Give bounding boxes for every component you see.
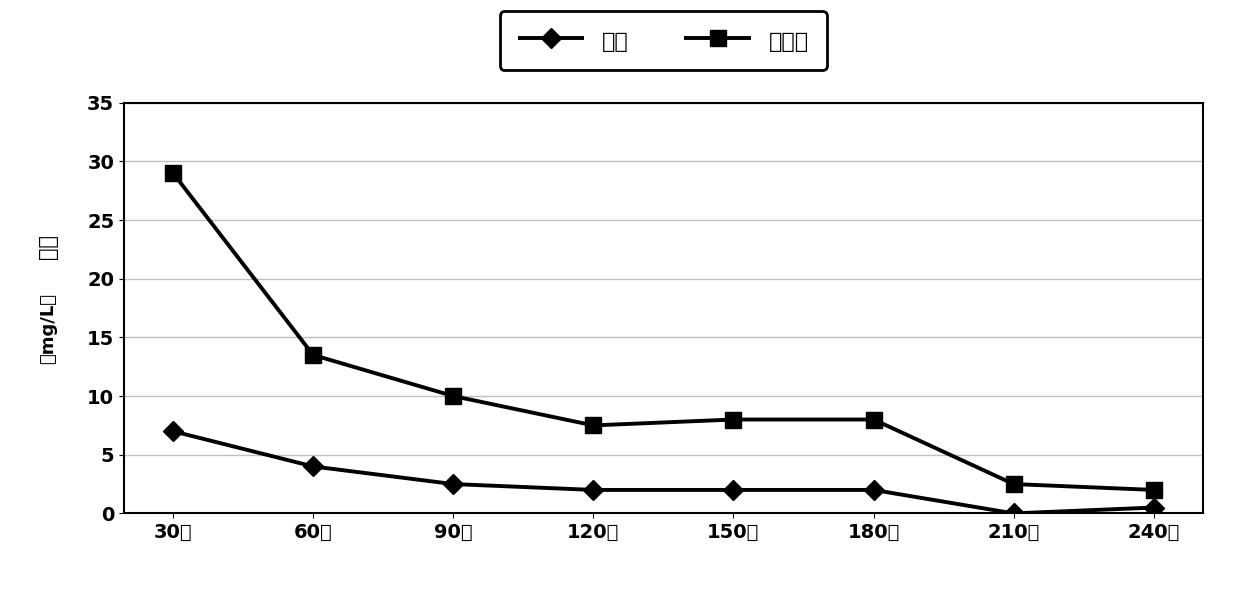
悬浮物 xyxy=(587,422,601,429)
含油 xyxy=(587,486,601,493)
Legend: 含油, 悬浮物: 含油, 悬浮物 xyxy=(500,11,827,69)
Text: （mg/L）: （mg/L） xyxy=(40,293,57,364)
悬浮物 xyxy=(1006,480,1021,487)
悬浮物 xyxy=(306,352,321,359)
含油 xyxy=(725,486,740,493)
含油 xyxy=(306,463,321,470)
含油 xyxy=(866,486,880,493)
悬浮物 xyxy=(725,416,740,423)
含油 xyxy=(446,480,461,487)
悬浮物 xyxy=(446,393,461,400)
含油 xyxy=(1006,510,1021,517)
悬浮物 xyxy=(1146,486,1161,493)
含油 xyxy=(166,428,181,435)
Line: 含油: 含油 xyxy=(166,425,1161,520)
Line: 悬浮物: 悬浮物 xyxy=(165,165,1162,498)
悬浮物 xyxy=(166,170,181,177)
含油 xyxy=(1146,504,1161,511)
Text: 含量: 含量 xyxy=(38,234,58,259)
悬浮物 xyxy=(866,416,880,423)
